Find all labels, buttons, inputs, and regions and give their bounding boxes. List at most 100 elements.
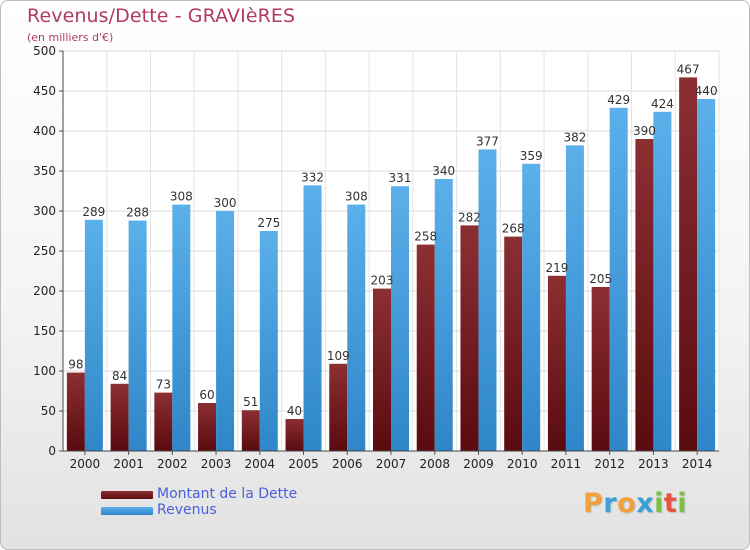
x-tick-label: 2014: [682, 457, 713, 471]
x-tick-label: 2002: [157, 457, 188, 471]
bar-debt: [329, 363, 348, 451]
x-tick-label: 2013: [638, 457, 669, 471]
y-tick-label: 50: [41, 404, 56, 418]
data-label-revenue: 332: [301, 170, 324, 184]
bar-revenue: [434, 179, 453, 451]
legend-swatch-revenue: [101, 507, 153, 515]
data-label-revenue: 289: [82, 205, 105, 219]
y-tick-label: 350: [33, 164, 56, 178]
data-label-debt: 258: [414, 230, 437, 244]
data-label-revenue: 275: [257, 216, 280, 230]
legend-swatch-debt: [101, 491, 153, 499]
y-tick-label: 450: [33, 84, 56, 98]
bar-revenue: [259, 231, 278, 451]
data-label-revenue: 377: [476, 134, 499, 148]
chart-subtitle: (en milliers d'€): [27, 31, 114, 44]
bar-revenue: [84, 219, 103, 451]
x-tick-label: 2010: [507, 457, 538, 471]
bar-debt: [110, 383, 129, 451]
x-tick-label: 2004: [245, 457, 276, 471]
bar-revenue: [391, 186, 409, 451]
x-tick-label: 2000: [70, 457, 101, 471]
x-tick-label: 2003: [201, 457, 232, 471]
bar-debt: [591, 287, 610, 451]
bar-revenue: [172, 204, 191, 451]
bar-revenue: [565, 145, 584, 451]
bar-revenue: [653, 111, 672, 452]
data-label-revenue: 382: [563, 130, 586, 144]
bar-revenue: [522, 163, 541, 452]
x-tick-label: 2006: [332, 457, 363, 471]
bar-debt: [416, 244, 435, 451]
data-label-debt: 98: [68, 358, 83, 372]
bar-revenue: [609, 107, 628, 452]
legend-label-debt: Montant de la Dette: [157, 486, 298, 502]
x-tick-label: 2007: [376, 457, 407, 471]
data-label-debt: 60: [199, 388, 214, 402]
bar-debt: [373, 288, 391, 451]
data-label-debt: 467: [677, 62, 700, 76]
bar-revenue: [128, 220, 147, 451]
bar-debt: [635, 139, 654, 451]
x-tick-label: 2009: [463, 457, 494, 471]
logo-letter: P: [583, 488, 604, 519]
bar-revenue: [478, 149, 497, 451]
bar-revenue: [303, 185, 322, 451]
data-label-debt: 205: [589, 272, 612, 286]
data-label-revenue: 440: [695, 84, 718, 98]
bar-debt: [504, 236, 523, 451]
data-label-debt: 268: [502, 222, 525, 236]
data-label-revenue: 300: [214, 196, 237, 210]
x-tick-label: 2012: [594, 457, 625, 471]
data-label-revenue: 308: [170, 190, 193, 204]
y-tick-label: 400: [33, 124, 56, 138]
data-label-revenue: 288: [126, 206, 149, 220]
y-tick-label: 300: [33, 204, 56, 218]
data-label-revenue: 331: [389, 171, 412, 185]
bar-debt: [547, 275, 566, 451]
bar-debt: [154, 392, 173, 451]
data-label-debt: 73: [156, 378, 171, 392]
data-label-debt: 84: [112, 369, 127, 383]
bar-debt: [241, 410, 260, 451]
y-tick-label: 500: [33, 44, 56, 58]
data-label-debt: 203: [371, 274, 394, 288]
logo-letter: i: [654, 488, 664, 519]
bar-debt: [285, 419, 304, 451]
logo-letter: t: [663, 488, 678, 519]
y-tick-label: 0: [48, 444, 56, 458]
data-label-revenue: 308: [345, 190, 368, 204]
logo-letter: x: [636, 488, 655, 519]
data-label-debt: 282: [458, 210, 481, 224]
y-tick-label: 100: [33, 364, 56, 378]
data-label-revenue: 424: [651, 97, 674, 111]
bar-revenue: [216, 211, 235, 451]
data-label-debt: 40: [287, 404, 302, 418]
data-label-revenue: 340: [432, 164, 455, 178]
y-tick-label: 200: [33, 284, 56, 298]
data-label-revenue: 359: [520, 149, 543, 163]
bar-revenue: [697, 99, 716, 451]
bar-debt: [460, 225, 479, 451]
data-label-revenue: 429: [607, 93, 630, 107]
x-tick-label: 2005: [288, 457, 319, 471]
legend-label-revenue: Revenus: [157, 502, 217, 518]
data-label-debt: 219: [545, 261, 568, 275]
y-tick-label: 150: [33, 324, 56, 338]
bar-debt: [66, 372, 85, 451]
data-label-debt: 109: [327, 349, 350, 363]
logo-letter: o: [617, 488, 637, 519]
x-tick-label: 2008: [419, 457, 450, 471]
data-label-debt: 390: [633, 124, 656, 138]
bar-debt: [679, 77, 698, 452]
data-label-debt: 51: [243, 395, 258, 409]
y-tick-label: 250: [33, 244, 56, 258]
bar-revenue: [347, 204, 366, 451]
x-tick-label: 2011: [551, 457, 582, 471]
x-tick-label: 2001: [113, 457, 144, 471]
proxiti-logo: Proxiti: [583, 488, 687, 519]
logo-letter: r: [603, 488, 618, 519]
bar-debt: [198, 403, 217, 451]
